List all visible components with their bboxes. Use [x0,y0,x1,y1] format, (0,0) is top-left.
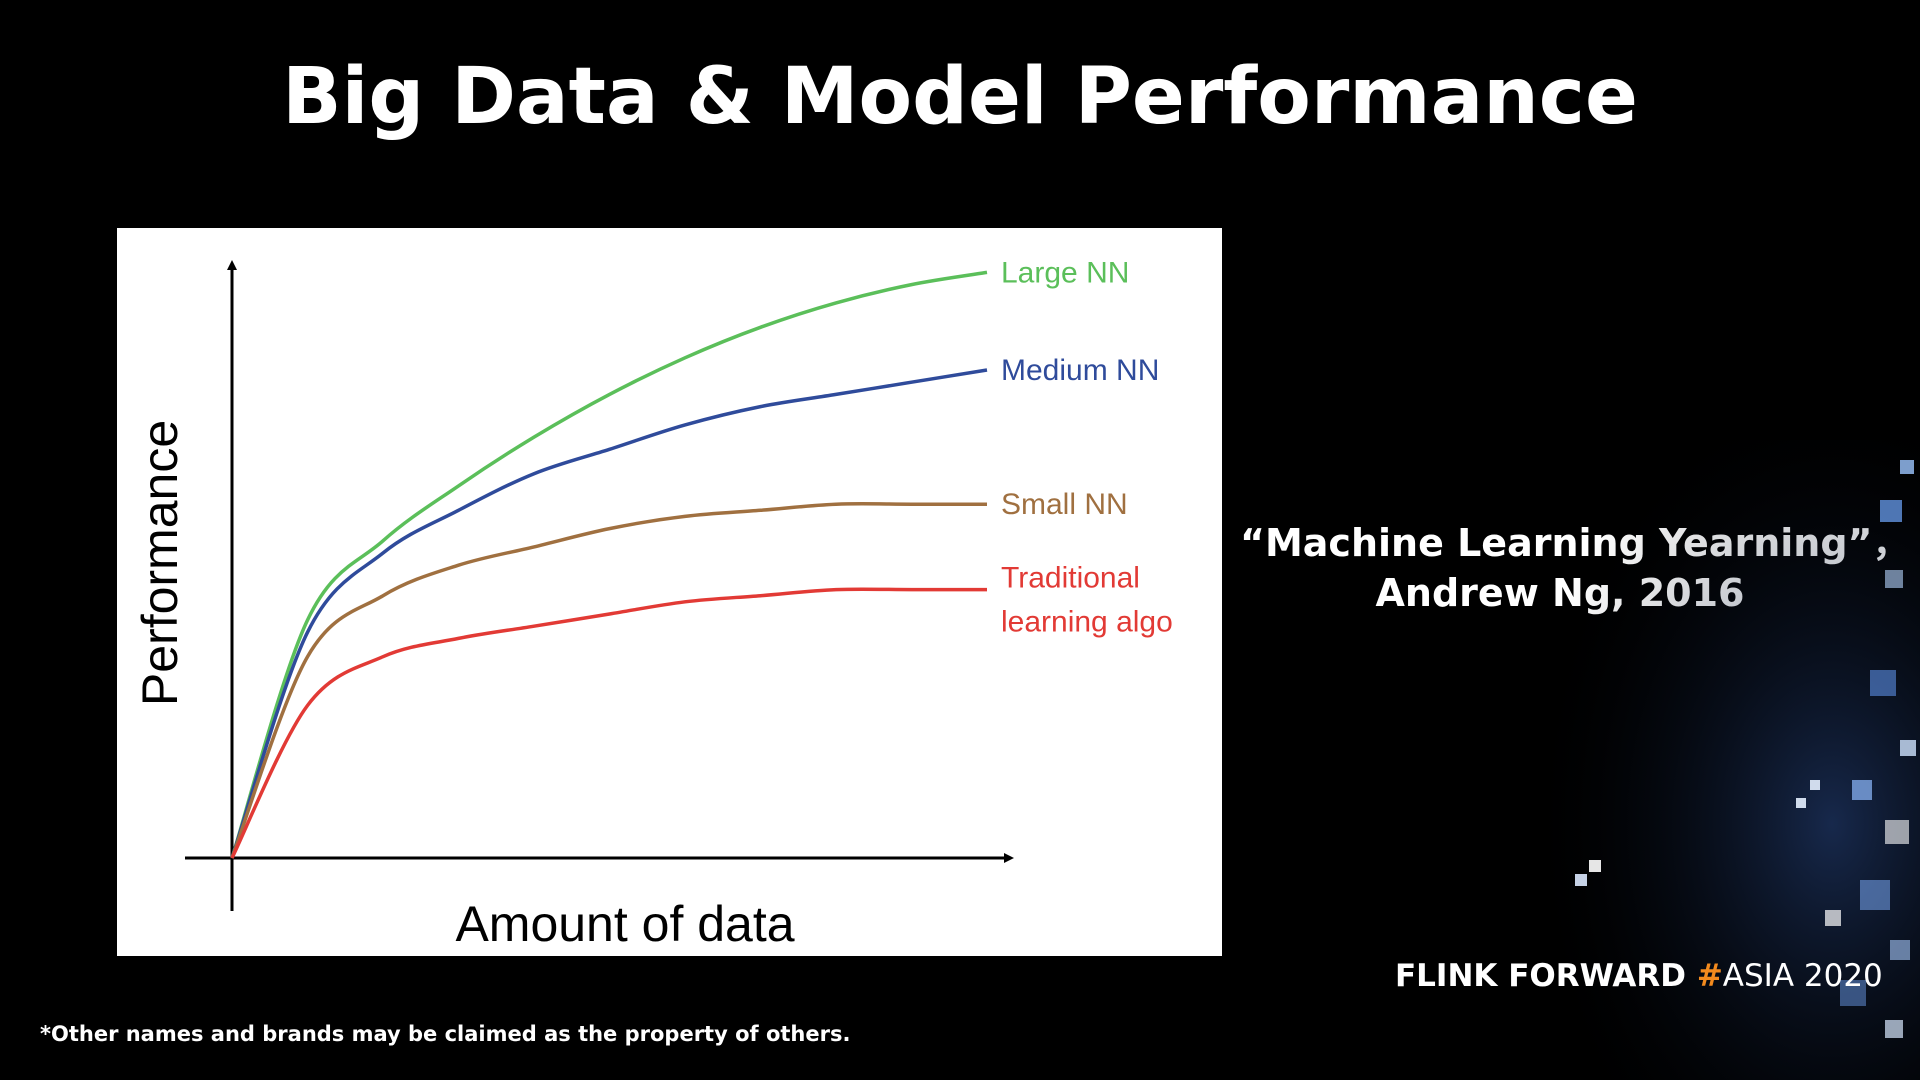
decorative-glow-cubes [1480,440,1920,1080]
series-label-small-nn: Small NN [1001,488,1128,521]
series-label-medium-nn: Medium NN [1001,354,1159,387]
chart-panel: Large NN Medium NN Small NN Traditional lear… [117,228,1222,956]
event-logo-name: FLINK FORWARD [1395,958,1697,994]
event-logo: FLINK FORWARD #ASIA 2020 [1395,958,1883,994]
performance-chart: Large NN Medium NN Small NN Traditional lear… [132,256,1173,952]
series-line-medium-nn [230,368,988,859]
series-group [230,270,988,859]
series-label-large-nn: Large NN [1001,256,1129,289]
series-label-traditional-learning-algo-line1: Traditional [1001,562,1140,595]
x-axis-label: Amount of data [455,896,794,952]
series-label-group: Large NN Medium NN Small NN Traditional lear… [1001,256,1173,638]
event-logo-hash: # [1696,958,1723,994]
footnote: *Other names and brands may be claimed a… [40,1022,851,1046]
series-label-traditional-learning-algo-line2: learning algo [1001,606,1173,639]
event-logo-year: ASIA 2020 [1722,958,1883,994]
y-axis-label: Performance [132,420,188,706]
series-line-small-nn [230,502,987,859]
series-line-large-nn [230,270,988,859]
slide-title: Big Data & Model Performance [282,52,1638,142]
series-line-traditional-learning-algo [230,587,987,859]
